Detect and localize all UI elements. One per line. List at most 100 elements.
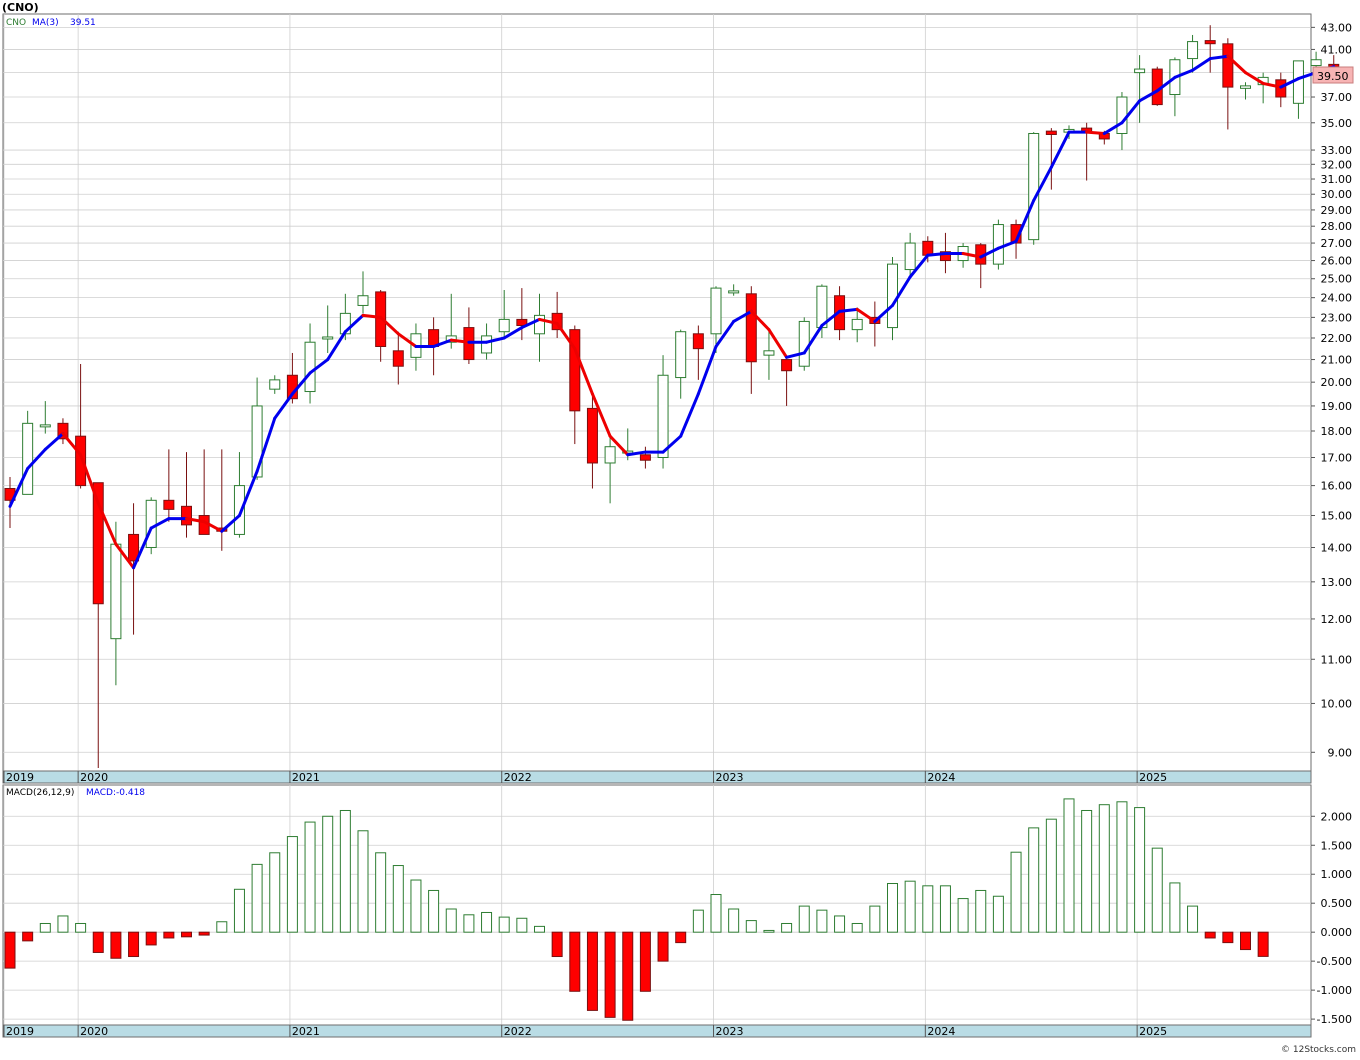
ma-segment <box>326 330 347 362</box>
ma-segment <box>979 246 1000 259</box>
candle-up <box>710 287 722 335</box>
ma-segment <box>1049 130 1071 169</box>
macd-bar-positive <box>1098 804 1110 933</box>
ma-value: 39.51 <box>70 18 96 28</box>
macd-bar-positive <box>1010 851 1022 933</box>
macd-tick-label: -1.000 <box>1317 984 1352 997</box>
macd-bar-negative <box>1240 931 1251 951</box>
macd-label: MACD(26,12,9) <box>6 788 74 798</box>
candle-down <box>75 435 87 487</box>
macd-bar-positive <box>216 921 228 933</box>
price-tick-label: 33.00 <box>1321 144 1353 157</box>
macd-bar-negative <box>181 931 192 938</box>
macd-bar-negative <box>92 931 104 953</box>
ma-segment <box>361 313 383 319</box>
price-tick-label: 28.00 <box>1321 220 1353 233</box>
macd-bar-positive <box>392 865 404 933</box>
macd-tick-label: -1.500 <box>1317 1013 1352 1026</box>
macd-bar-positive <box>692 909 704 933</box>
candle-up <box>534 314 545 335</box>
candle-down <box>128 533 140 562</box>
macd-bar-positive <box>975 889 987 933</box>
candle-down <box>569 329 581 412</box>
ma-segment <box>220 514 241 533</box>
candle-up <box>604 446 616 464</box>
ma-segment <box>891 275 912 307</box>
candle-down <box>639 454 651 461</box>
macd-bar-positive <box>57 915 69 933</box>
price-tick-label: 27.00 <box>1321 237 1353 250</box>
macd-x-axis-bar <box>2 1024 1312 1038</box>
macd-bar-positive <box>269 852 281 933</box>
ma-segment <box>290 371 312 396</box>
candle-up <box>851 318 863 331</box>
candle-up <box>22 422 34 495</box>
macd-bar-positive <box>357 830 369 933</box>
ma-segment <box>1085 130 1106 135</box>
price-tick-label: 35.00 <box>1321 117 1353 130</box>
candle-up <box>269 379 281 390</box>
macd-bar-negative <box>622 931 634 1021</box>
ma-segment <box>714 319 736 348</box>
price-tick-label: 20.00 <box>1321 376 1353 389</box>
ma-segment <box>767 328 789 359</box>
macd-bar-positive <box>922 885 934 933</box>
ma-segment <box>308 358 330 375</box>
candle-up <box>675 331 687 379</box>
ma-segment <box>855 307 877 323</box>
price-tick-label: 29.00 <box>1321 204 1353 217</box>
ma-segment <box>608 434 630 457</box>
macd-bar-positive <box>781 922 793 933</box>
year-label: 2023 <box>716 771 744 784</box>
macd-bar-negative <box>639 931 651 992</box>
ma-segment <box>520 317 541 330</box>
candle-up <box>39 424 51 428</box>
candle-up <box>1187 41 1199 60</box>
price-tick-label: 23.00 <box>1321 311 1353 324</box>
price-tick-label: 41.00 <box>1321 43 1353 56</box>
macd-bar-negative <box>1257 931 1269 957</box>
candle-up <box>1240 85 1251 89</box>
candle-down <box>922 240 934 256</box>
ma-segment <box>202 520 224 533</box>
macd-bar-positive <box>339 809 351 933</box>
year-label: 2022 <box>504 1025 532 1038</box>
ma-segment <box>432 338 453 348</box>
candle-up <box>798 320 810 367</box>
price-tick-label: 30.00 <box>1321 188 1353 201</box>
macd-bar-positive <box>1028 827 1040 933</box>
macd-bar-positive <box>763 929 775 933</box>
macd-bar-positive <box>1063 798 1075 933</box>
ma-segment <box>696 344 718 396</box>
candle-down <box>692 333 704 350</box>
year-label: 2019 <box>6 1025 34 1038</box>
macd-bar-positive <box>816 909 828 933</box>
ma-segment <box>1244 71 1265 85</box>
price-x-axis: 2019 2020 2021 2022 2023 2024 2025 <box>3 771 1167 784</box>
candle-up <box>304 341 316 393</box>
candle-down <box>1222 43 1234 88</box>
ma-segment <box>396 332 418 348</box>
macd-bar-positive <box>481 911 493 933</box>
macd-bar-positive <box>957 898 969 933</box>
macd-bar-positive <box>745 920 757 933</box>
ma-segment <box>449 338 471 344</box>
macd-tick-label: 0.500 <box>1321 897 1353 910</box>
ma-segment <box>149 517 171 530</box>
year-label: 2022 <box>504 771 532 784</box>
ma-segment <box>749 309 771 332</box>
ma-segment <box>1138 89 1159 103</box>
macd-bar-negative <box>1222 931 1234 944</box>
ma-segment <box>502 326 524 340</box>
ma-segment <box>237 469 259 518</box>
candle-down <box>57 422 69 440</box>
macd-bar-positive <box>322 815 334 933</box>
price-tick-label: 22.00 <box>1321 332 1353 345</box>
macd-bar-positive <box>1169 882 1181 933</box>
ma-segment <box>185 517 206 524</box>
ma-segment <box>132 526 153 570</box>
price-tick-label: 19.00 <box>1321 400 1353 413</box>
candle-down <box>1045 130 1057 135</box>
price-tick-label: 32.00 <box>1321 158 1353 171</box>
macd-tick-label: -0.500 <box>1317 955 1352 968</box>
